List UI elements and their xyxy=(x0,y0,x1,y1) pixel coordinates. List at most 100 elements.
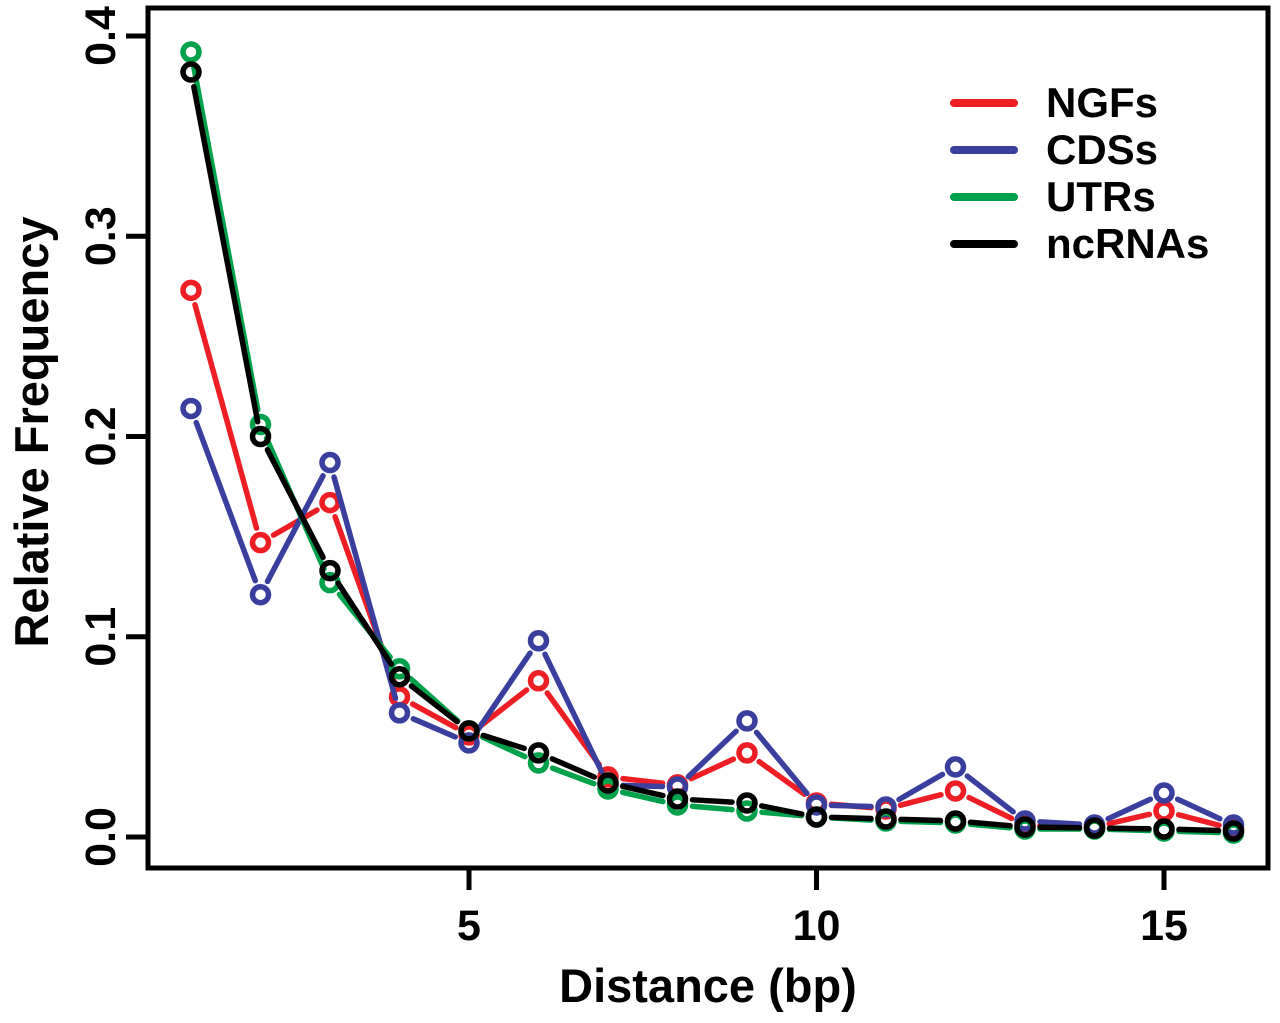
data-point-UTRs xyxy=(736,800,758,822)
data-point-NGFs xyxy=(319,491,341,514)
series-segment-UTRs xyxy=(549,765,597,787)
data-point-NGFs xyxy=(180,279,202,302)
series-segment-ncRNAs xyxy=(480,732,527,752)
legend-item-utrs: UTRs xyxy=(950,173,1209,220)
legend-label-ngfs: NGFs xyxy=(1046,78,1159,126)
plot-border xyxy=(145,5,1271,871)
series-segment-CDSs xyxy=(753,729,810,797)
series-segment-ncRNAs xyxy=(1037,824,1083,831)
series-segment-ncRNAs xyxy=(898,816,944,824)
legend-line-swatch-ncrnas xyxy=(950,239,1018,248)
data-point-CDSs xyxy=(736,710,758,732)
data-point-ncRNAs xyxy=(1014,816,1036,838)
data-point-ncRNAs xyxy=(875,808,897,830)
series-segment-NGFs xyxy=(1106,811,1153,827)
data-point-ncRNAs xyxy=(1153,818,1175,840)
series-segment-CDSs xyxy=(264,473,326,585)
data-point-UTRs xyxy=(180,41,202,63)
data-point-CDSs xyxy=(249,583,272,606)
y-axis-title: Relative Frequency xyxy=(5,216,58,648)
y-tick-label: 0.0 xyxy=(77,807,125,867)
series-segment-NGFs xyxy=(897,791,944,808)
series-segment-CDSs xyxy=(964,773,1016,815)
series-segment-UTRs xyxy=(689,803,735,813)
series-segment-ncRNAs xyxy=(828,814,874,822)
legend-label-cdss: CDSs xyxy=(1046,125,1159,173)
data-point-NGFs xyxy=(1153,800,1175,822)
series-segment-UTRs xyxy=(479,734,528,760)
series-segment-NGFs xyxy=(409,701,459,731)
legend-line-swatch-ngfs xyxy=(950,98,1018,107)
data-point-NGFs xyxy=(249,531,272,554)
data-point-CDSs xyxy=(944,756,967,778)
legend-item-cdss: CDSs xyxy=(950,126,1209,173)
series-segment-CDSs xyxy=(1105,796,1154,822)
series-segment-CDSs xyxy=(896,771,946,803)
data-point-UTRs xyxy=(388,658,411,680)
data-point-NGFs xyxy=(527,670,550,692)
data-point-ncRNAs xyxy=(388,666,411,688)
legend-label-utrs: UTRs xyxy=(1046,172,1156,220)
series-segment-CDSs xyxy=(331,474,399,702)
data-point-CDSs xyxy=(388,702,411,724)
series-segment-NGFs xyxy=(688,756,737,782)
data-point-ncRNAs xyxy=(1222,820,1245,842)
series-segment-UTRs xyxy=(619,789,666,805)
data-point-ncRNAs xyxy=(249,425,272,448)
x-tick-label: 15 xyxy=(1140,902,1188,950)
series-segment-NGFs xyxy=(478,687,530,729)
data-point-ncRNAs xyxy=(180,61,202,83)
data-point-CDSs xyxy=(458,732,480,754)
series-segment-ncRNAs xyxy=(1176,826,1222,834)
series-segment-ncRNAs xyxy=(1106,825,1152,832)
legend-item-ncrnas: ncRNAs xyxy=(950,220,1209,267)
series-segment-ncRNAs xyxy=(191,84,261,425)
series-segment-NGFs xyxy=(756,758,808,797)
y-tick-label: 0.3 xyxy=(77,206,125,266)
data-point-CDSs xyxy=(180,397,202,420)
series-segment-CDSs xyxy=(685,728,739,780)
series-segment-ncRNAs xyxy=(689,797,735,805)
series-segment-CDSs xyxy=(828,802,874,810)
series-segment-ncRNAs xyxy=(967,819,1013,829)
series-segment-CDSs xyxy=(542,651,605,775)
legend-line-swatch-cdss xyxy=(950,145,1018,154)
x-axis-title: Distance (bp) xyxy=(559,959,857,1012)
data-point-ncRNAs xyxy=(1083,817,1106,839)
series-segment-NGFs xyxy=(966,794,1015,822)
series-segment-NGFs xyxy=(1175,811,1222,828)
data-point-ncRNAs xyxy=(736,792,758,814)
data-point-UTRs xyxy=(527,752,550,774)
y-tick-label: 0.4 xyxy=(77,6,125,66)
legend-item-ngfs: NGFs xyxy=(950,79,1209,126)
series-segment-ncRNAs xyxy=(758,803,805,817)
data-point-NGFs xyxy=(944,780,967,802)
legend-line-swatch-utrs xyxy=(950,192,1018,201)
series-segment-NGFs xyxy=(620,775,666,786)
y-tick-label: 0.1 xyxy=(77,607,125,667)
data-point-ncRNAs xyxy=(944,810,967,832)
data-point-ncRNAs xyxy=(805,806,828,828)
legend: NGFs CDSs UTRs ncRNAs xyxy=(950,79,1209,267)
series-segment-ncRNAs xyxy=(619,783,666,799)
data-point-ncRNAs xyxy=(319,559,341,582)
series-segment-CDSs xyxy=(1037,819,1083,827)
data-point-CDSs xyxy=(1153,782,1175,804)
data-point-CDSs xyxy=(805,794,828,816)
data-point-ncRNAs xyxy=(458,720,480,742)
data-point-NGFs xyxy=(736,742,758,764)
series-segment-NGFs xyxy=(270,507,320,538)
x-tick-label: 10 xyxy=(793,902,841,950)
data-point-ncRNAs xyxy=(666,788,689,810)
data-point-CDSs xyxy=(527,630,550,652)
series-segment-NGFs xyxy=(192,302,260,531)
data-point-ncRNAs xyxy=(597,772,619,794)
series-segment-ncRNAs xyxy=(549,756,597,780)
series-segment-ncRNAs xyxy=(264,447,326,561)
series-segment-CDSs xyxy=(474,650,533,734)
series-segment-ncRNAs xyxy=(408,683,460,725)
data-point-UTRs xyxy=(249,413,272,436)
series-segment-ncRNAs xyxy=(335,580,395,668)
series-segment-CDSs xyxy=(1174,796,1223,822)
